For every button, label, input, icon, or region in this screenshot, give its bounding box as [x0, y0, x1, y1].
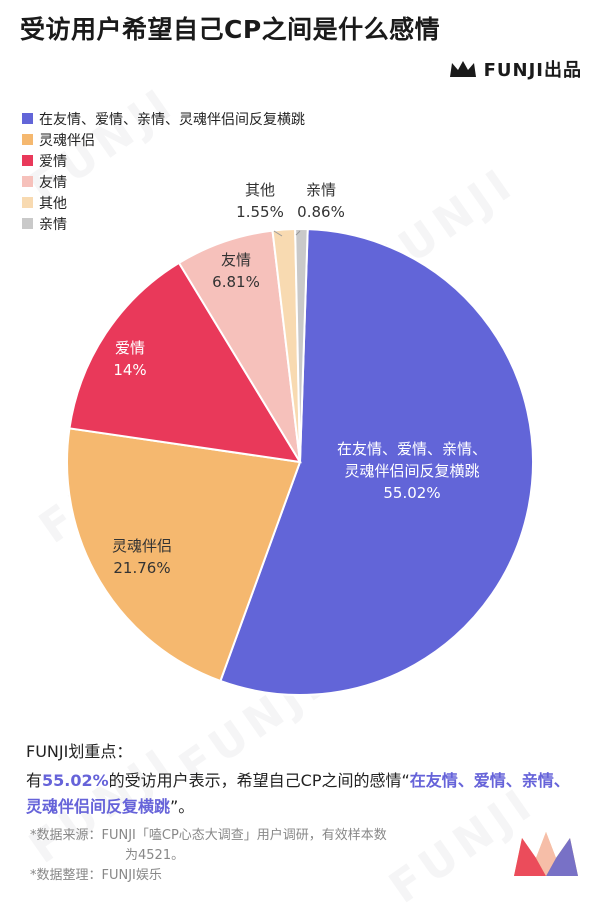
legend-label: 亲情	[39, 216, 67, 233]
key-points: FUNJI划重点： 有55.02%的受访用户表示，希望自己CP之间的感情“在友情…	[26, 738, 576, 820]
slice-label: 在友情、爱情、亲情、	[337, 440, 487, 458]
corner-crown-logo-icon	[514, 832, 578, 876]
slice-label: 灵魂伴侣间反复横跳	[344, 462, 479, 480]
key-points-pct: 55.02%	[42, 771, 109, 790]
legend-label: 友情	[39, 174, 67, 191]
pie-slice	[294, 228, 309, 463]
legend-swatch	[22, 113, 33, 124]
legend-swatch	[22, 197, 33, 208]
brand-logo: FUNJI出品	[448, 56, 582, 82]
slice-label: 55.02%	[383, 484, 440, 502]
key-points-body: 有55.02%的受访用户表示，希望自己CP之间的感情“在友情、爱情、亲情、灵魂伴…	[26, 768, 576, 820]
legend-item: 亲情	[22, 213, 305, 234]
legend-item: 爱情	[22, 150, 305, 171]
slice-label: 6.81%	[212, 273, 260, 291]
legend-swatch	[22, 218, 33, 229]
pie-slice	[66, 427, 302, 683]
data-source-note: *数据来源：FUNJI「嗑CP心态大调查」用户调研，有效样本数 为4521。 *…	[30, 826, 387, 886]
legend-item: 其他	[22, 192, 305, 213]
crown-logo-icon	[449, 61, 476, 77]
source-line-1: *数据来源：FUNJI「嗑CP心态大调查」用户调研，有效样本数	[30, 828, 387, 843]
key-points-post: ”。	[170, 797, 195, 816]
leader-line	[273, 230, 283, 237]
legend-swatch	[22, 155, 33, 166]
page-title: 受访用户希望自己CP之间是什么感情	[20, 15, 441, 44]
pie-chart: 在友情、爱情、亲情、灵魂伴侣间反复横跳 55.02% 灵魂伴侣 21.76% 爱情 14%…	[66, 181, 534, 696]
legend-label: 灵魂伴侣	[39, 132, 95, 149]
chart-legend: 在友情、爱情、亲情、灵魂伴侣间反复横跳 灵魂伴侣 爱情 友情 其他 亲情	[22, 108, 305, 234]
key-points-quote: 在友情、爱情、亲情、灵魂伴侣间反复横跳	[26, 771, 570, 816]
slice-label: 14%	[113, 361, 146, 379]
leader-line	[295, 230, 301, 236]
slice-label: 0.86%	[297, 203, 345, 221]
slice-label: 亲情	[306, 181, 336, 199]
source-line-2: 为4521。	[125, 848, 185, 863]
legend-item: 友情	[22, 171, 305, 192]
key-points-pre: 有	[26, 771, 43, 790]
key-points-mid: 的受访用户表示，希望自己CP之间的感情“	[108, 771, 410, 790]
legend-item: 灵魂伴侣	[22, 129, 305, 150]
legend-item: 在友情、爱情、亲情、灵魂伴侣间反复横跳	[22, 108, 305, 129]
legend-swatch	[22, 134, 33, 145]
brand-name: FUNJI出品	[483, 60, 582, 81]
slice-label: 友情	[221, 251, 251, 269]
key-points-heading: FUNJI划重点：	[26, 742, 133, 761]
pie-slice	[219, 228, 534, 696]
source-line-3: *数据整理：FUNJI娱乐	[30, 868, 162, 883]
legend-label: 在友情、爱情、亲情、灵魂伴侣间反复横跳	[39, 111, 305, 128]
slice-label: 1.55%	[236, 203, 284, 221]
legend-label: 其他	[39, 195, 67, 212]
slice-label: 爱情	[115, 339, 145, 357]
slice-label: 其他	[245, 181, 275, 199]
pie-slice	[68, 261, 302, 464]
slice-label: 21.76%	[113, 559, 170, 577]
legend-swatch	[22, 176, 33, 187]
slice-label: 灵魂伴侣	[112, 537, 172, 555]
legend-label: 爱情	[39, 153, 67, 170]
